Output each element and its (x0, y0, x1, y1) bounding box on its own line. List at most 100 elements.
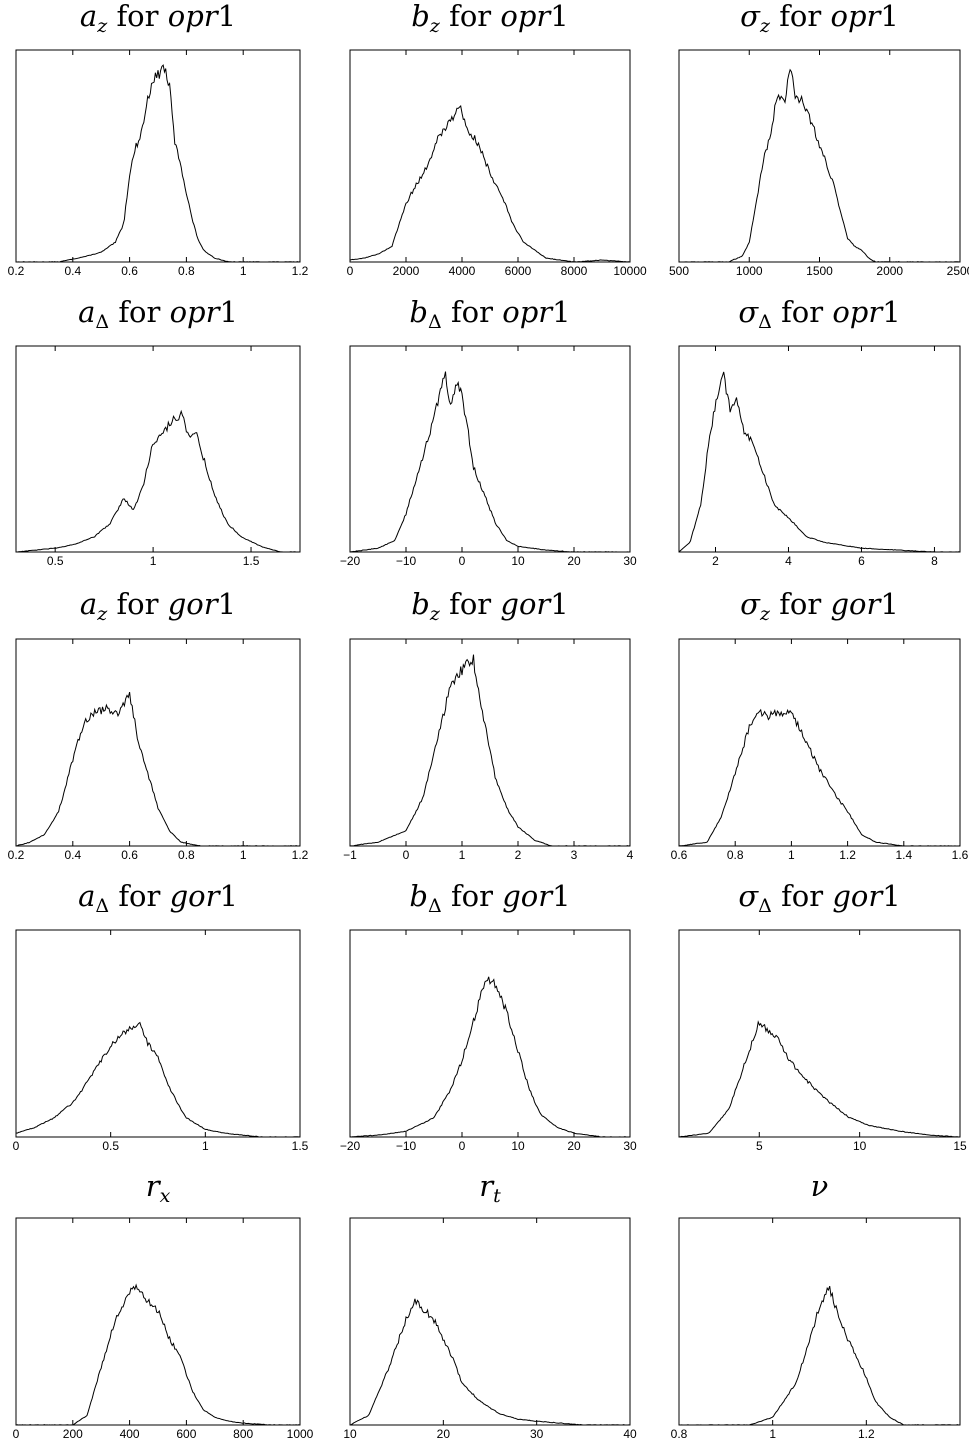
density-line (15, 691, 301, 847)
plot-frame (15, 929, 301, 1138)
density-line (349, 1298, 631, 1426)
panel-title: bz for gor1 (411, 587, 568, 625)
x-tick-label: 0 (13, 1139, 20, 1153)
title-variable: gor (500, 587, 552, 621)
plot-frame (678, 345, 961, 553)
x-tick-label: 5 (756, 1139, 763, 1153)
density-line (679, 1285, 960, 1426)
panel-2: bz for opr1 0 2000 4000 6000 8000 10000 (347, 0, 647, 278)
x-tick-label: −1 (343, 848, 357, 862)
title-label: for (118, 295, 169, 329)
x-tick-label: 600 (176, 1427, 196, 1441)
title-symbol: σ (738, 295, 759, 329)
title-label: for (451, 879, 502, 913)
x-tick-label: 2000 (876, 264, 903, 278)
title-spacer (107, 0, 116, 33)
title-variable: opr (832, 295, 884, 329)
x-tick-label: 20 (437, 1427, 451, 1441)
x-tick-label: 3 (571, 848, 578, 862)
panel-6: σΔ for opr1 2 4 6 8 (678, 295, 961, 568)
x-tick-label: 1.2 (839, 848, 856, 862)
panel-title: rt (479, 1169, 501, 1207)
panel-title: ν (811, 1169, 829, 1203)
density-line (349, 371, 630, 553)
title-subscript: z (429, 15, 441, 37)
title-label: for (779, 587, 830, 621)
title-label: for (449, 587, 500, 621)
panel-title: az for gor1 (80, 587, 236, 625)
panel-title: aΔ for gor1 (78, 879, 238, 917)
x-tick-label: 1.6 (952, 848, 969, 862)
title-label: for (779, 0, 830, 33)
panel-title: σΔ for opr1 (738, 295, 900, 333)
panel-title: bz for opr1 (411, 0, 568, 37)
x-tick-label: 1000 (736, 264, 763, 278)
x-tick-label: 8 (931, 554, 938, 568)
title-subscript: z (429, 603, 441, 625)
title-number: 1 (882, 879, 900, 913)
title-label: for (118, 879, 169, 913)
title-symbol: a (78, 879, 95, 913)
title-symbol: b (411, 0, 430, 33)
title-label: for (116, 587, 167, 621)
x-tick-label: 0.6 (121, 848, 138, 862)
density-line (16, 64, 301, 263)
density-line (350, 654, 631, 847)
title-variable: gor (830, 587, 882, 621)
density-line (349, 105, 631, 263)
x-tick-label: 500 (669, 264, 689, 278)
title-symbol: σ (740, 0, 761, 33)
panel-14: rt 10 20 30 40 (343, 1169, 637, 1441)
plot-frame (349, 929, 631, 1138)
title-subscript: z (759, 603, 771, 625)
title-spacer (440, 0, 449, 33)
title-symbol: b (411, 587, 430, 621)
title-variable: gor (502, 879, 554, 913)
x-tick-label: 200 (63, 1427, 83, 1441)
panel-title: σz for gor1 (740, 587, 899, 625)
x-tick-label: 0 (347, 264, 354, 278)
plot-frame (678, 1217, 961, 1426)
title-number: 1 (880, 0, 898, 33)
x-tick-label: 4 (627, 848, 634, 862)
plot-frame (349, 49, 631, 263)
plot-frame (678, 638, 961, 847)
title-spacer (770, 0, 779, 33)
x-tick-label: 8000 (561, 264, 588, 278)
title-subscript: z (759, 15, 771, 37)
x-tick-label: 30 (623, 554, 637, 568)
x-tick-label: 2 (712, 554, 719, 568)
plot-frame (678, 929, 961, 1138)
title-label: for (116, 0, 167, 33)
title-spacer (442, 295, 451, 329)
x-tick-label: 0.2 (8, 848, 25, 862)
x-tick-label: 0.4 (64, 264, 81, 278)
title-spacer (772, 295, 781, 329)
title-number: 1 (550, 587, 568, 621)
title-subscript: Δ (428, 311, 442, 333)
x-tick-label: −10 (396, 554, 417, 568)
title-variable: opr (502, 295, 554, 329)
x-tick-label: 1 (788, 848, 795, 862)
title-subscript: z (96, 15, 108, 37)
x-tick-label: 1.5 (292, 1139, 309, 1153)
panel-11: bΔ for gor1 −20 −10 0 10 20 30 (340, 879, 637, 1153)
title-variable: gor (170, 879, 222, 913)
x-tick-label: 1 (240, 264, 247, 278)
density-line (679, 68, 961, 263)
x-tick-label: 0.8 (727, 848, 744, 862)
title-spacer (770, 587, 779, 621)
title-subscript: Δ (758, 895, 772, 917)
x-tick-label: 10 (511, 554, 525, 568)
x-tick-label: 30 (530, 1427, 544, 1441)
x-tick-label: 0.6 (121, 264, 138, 278)
x-tick-label: 0.8 (178, 264, 195, 278)
title-number: 1 (218, 587, 236, 621)
density-line (15, 1283, 301, 1426)
plot-frame (678, 49, 961, 263)
x-tick-label: 10 (343, 1427, 357, 1441)
title-variable: gor (168, 587, 220, 621)
title-variable: opr (168, 0, 220, 33)
